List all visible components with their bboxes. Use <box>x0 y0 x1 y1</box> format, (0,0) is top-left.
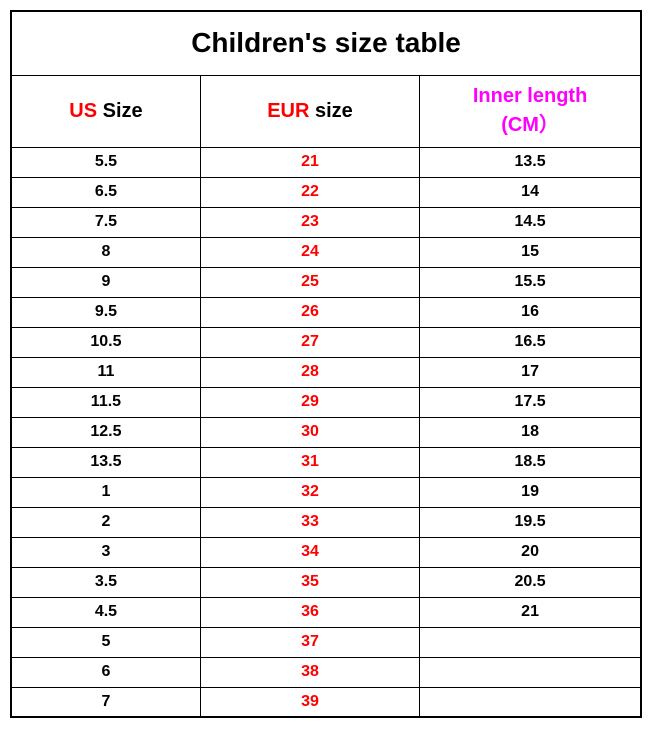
cell-inner-length <box>420 687 641 717</box>
cell-inner-length: 16.5 <box>420 327 641 357</box>
table-row: 638 <box>11 657 641 687</box>
cell-inner-length <box>420 627 641 657</box>
cell-eur-size: 36 <box>200 597 419 627</box>
cell-inner-length: 19 <box>420 477 641 507</box>
table-row: 6.52214 <box>11 177 641 207</box>
header-us-prefix: US <box>69 100 97 122</box>
header-eur-size: EUR size <box>200 75 419 147</box>
table-row: 112817 <box>11 357 641 387</box>
cell-inner-length: 18.5 <box>420 447 641 477</box>
cell-inner-length <box>420 657 641 687</box>
cell-us-size: 11.5 <box>11 387 200 417</box>
header-eur-suffix: size <box>309 100 352 122</box>
cell-eur-size: 31 <box>200 447 419 477</box>
cell-us-size: 3.5 <box>11 567 200 597</box>
cell-inner-length: 20.5 <box>420 567 641 597</box>
cell-eur-size: 39 <box>200 687 419 717</box>
table-row: 3.53520.5 <box>11 567 641 597</box>
table-row: 23319.5 <box>11 507 641 537</box>
cell-eur-size: 21 <box>200 147 419 177</box>
cell-eur-size: 28 <box>200 357 419 387</box>
cell-us-size: 11 <box>11 357 200 387</box>
cell-us-size: 1 <box>11 477 200 507</box>
cell-us-size: 4.5 <box>11 597 200 627</box>
table-row: 33420 <box>11 537 641 567</box>
cell-inner-length: 17.5 <box>420 387 641 417</box>
title-row: Children's size table <box>11 11 641 75</box>
table-row: 7.52314.5 <box>11 207 641 237</box>
cell-eur-size: 25 <box>200 267 419 297</box>
table-row: 4.53621 <box>11 597 641 627</box>
cell-us-size: 8 <box>11 237 200 267</box>
cell-eur-size: 32 <box>200 477 419 507</box>
cell-us-size: 2 <box>11 507 200 537</box>
header-eur-prefix: EUR <box>267 100 309 122</box>
header-us-suffix: Size <box>97 100 143 122</box>
cell-us-size: 6 <box>11 657 200 687</box>
table-row: 739 <box>11 687 641 717</box>
header-us-size: US Size <box>11 75 200 147</box>
table-row: 92515.5 <box>11 267 641 297</box>
cell-eur-size: 34 <box>200 537 419 567</box>
cell-eur-size: 27 <box>200 327 419 357</box>
table-row: 5.52113.5 <box>11 147 641 177</box>
cell-eur-size: 35 <box>200 567 419 597</box>
cell-eur-size: 23 <box>200 207 419 237</box>
table-row: 537 <box>11 627 641 657</box>
cell-inner-length: 17 <box>420 357 641 387</box>
cell-us-size: 7.5 <box>11 207 200 237</box>
cell-inner-length: 15.5 <box>420 267 641 297</box>
table-row: 10.52716.5 <box>11 327 641 357</box>
header-row: US Size EUR size Inner length (CM） <box>11 75 641 147</box>
cell-inner-length: 13.5 <box>420 147 641 177</box>
cell-eur-size: 26 <box>200 297 419 327</box>
cell-us-size: 5.5 <box>11 147 200 177</box>
cell-us-size: 6.5 <box>11 177 200 207</box>
cell-us-size: 5 <box>11 627 200 657</box>
cell-eur-size: 29 <box>200 387 419 417</box>
children-size-table: Children's size table US Size EUR size I… <box>10 10 642 718</box>
cell-eur-size: 38 <box>200 657 419 687</box>
cell-inner-length: 19.5 <box>420 507 641 537</box>
cell-inner-length: 18 <box>420 417 641 447</box>
table-row: 82415 <box>11 237 641 267</box>
table-row: 13219 <box>11 477 641 507</box>
header-len-line1: Inner length <box>473 85 587 107</box>
header-len-line2: (CM） <box>501 114 559 136</box>
cell-us-size: 10.5 <box>11 327 200 357</box>
table-row: 12.53018 <box>11 417 641 447</box>
cell-us-size: 9.5 <box>11 297 200 327</box>
cell-inner-length: 15 <box>420 237 641 267</box>
cell-us-size: 3 <box>11 537 200 567</box>
cell-eur-size: 22 <box>200 177 419 207</box>
cell-inner-length: 14 <box>420 177 641 207</box>
cell-us-size: 12.5 <box>11 417 200 447</box>
table-row: 11.52917.5 <box>11 387 641 417</box>
cell-eur-size: 37 <box>200 627 419 657</box>
cell-inner-length: 21 <box>420 597 641 627</box>
cell-eur-size: 24 <box>200 237 419 267</box>
cell-inner-length: 20 <box>420 537 641 567</box>
table-title: Children's size table <box>11 11 641 75</box>
cell-inner-length: 16 <box>420 297 641 327</box>
cell-us-size: 13.5 <box>11 447 200 477</box>
cell-us-size: 7 <box>11 687 200 717</box>
header-inner-length: Inner length (CM） <box>420 75 641 147</box>
cell-eur-size: 33 <box>200 507 419 537</box>
table-row: 9.52616 <box>11 297 641 327</box>
cell-eur-size: 30 <box>200 417 419 447</box>
cell-us-size: 9 <box>11 267 200 297</box>
table-body: 5.52113.56.522147.52314.58241592515.59.5… <box>11 147 641 717</box>
cell-inner-length: 14.5 <box>420 207 641 237</box>
table-row: 13.53118.5 <box>11 447 641 477</box>
